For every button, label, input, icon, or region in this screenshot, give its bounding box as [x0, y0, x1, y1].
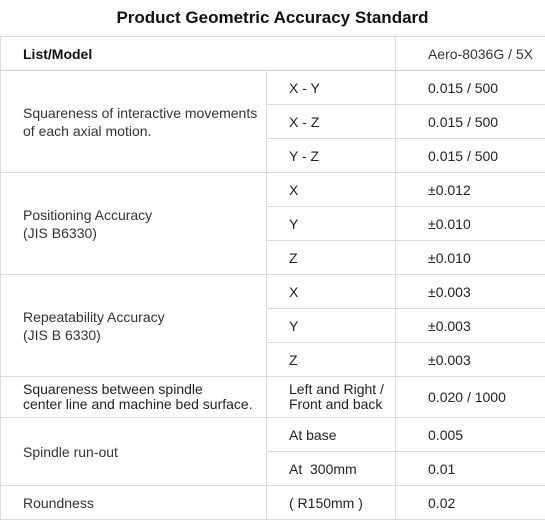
axis-cell: Left and Right / Front and back	[265, 376, 397, 418]
runout-label: Spindle run-out	[0, 417, 267, 486]
axis-cell: X	[265, 172, 397, 207]
squareness-spindle-axis-line1: Left and Right /	[289, 381, 384, 397]
table-row: At 300mm 0.01	[1, 451, 545, 486]
value-cell: ±0.003	[395, 308, 545, 343]
value-cell: ±0.003	[395, 274, 545, 309]
table-row: Y - Z 0.015 / 500	[1, 138, 545, 173]
repeatability-label-line1: Repeatability Accuracy	[23, 308, 165, 325]
model-header: Aero-8036G / 5X	[395, 36, 545, 71]
table-row: Positioning Accuracy (JIS B6330) X ±0.01…	[0, 172, 545, 275]
table-row: Roundness ( R150mm ) 0.02	[0, 485, 545, 520]
positioning-label-line1: Positioning Accuracy	[23, 206, 153, 223]
axis-cell: Y	[265, 308, 397, 343]
value-cell: 0.015 / 500	[395, 138, 545, 173]
table-row: Y ±0.010	[1, 206, 545, 241]
accuracy-table: List/Model Aero-8036G / 5X Squareness of…	[0, 36, 545, 520]
list-model-header: List/Model	[0, 36, 397, 71]
squareness-spindle-label-line1: Squareness between spindle	[23, 381, 203, 397]
repeatability-label-line2: (JIS B 6330)	[23, 326, 101, 343]
value-cell: 0.005	[395, 417, 545, 452]
table-row: Squareness of interactive movements of e…	[0, 70, 545, 173]
table-row: Z ±0.010	[1, 240, 545, 275]
axis-cell: X - Z	[265, 104, 397, 139]
positioning-label-line2: (JIS B6330)	[23, 224, 97, 241]
value-cell: 0.01	[395, 451, 545, 486]
table-row: Repeatability Accuracy (JIS B 6330) X ±0…	[0, 274, 545, 377]
table-header-row: List/Model Aero-8036G / 5X	[0, 36, 545, 71]
squareness-spindle-label: Squareness between spindle center line a…	[0, 376, 267, 418]
squareness-spindle-axis-line2: Front and back	[289, 396, 383, 412]
axis-cell: ( R150mm )	[265, 485, 397, 520]
repeatability-label: Repeatability Accuracy (JIS B 6330)	[0, 274, 267, 377]
squareness-axial-label: Squareness of interactive movements of e…	[0, 70, 267, 173]
axis-cell: Y	[265, 206, 397, 241]
axis-cell: X	[265, 274, 397, 309]
axis-cell: At 300mm	[265, 451, 397, 486]
value-cell: 0.02	[395, 485, 545, 520]
table-row: X - Z 0.015 / 500	[1, 104, 545, 139]
table-row: Y ±0.003	[1, 308, 545, 343]
value-cell: ±0.003	[395, 342, 545, 377]
value-cell: ±0.010	[395, 206, 545, 241]
squareness-spindle-label-line2: center line and machine bed surface.	[23, 396, 253, 412]
value-cell: 0.020 / 1000	[395, 376, 545, 418]
axis-cell: Y - Z	[265, 138, 397, 173]
table-row: Squareness between spindle center line a…	[0, 376, 545, 418]
value-cell: ±0.010	[395, 240, 545, 275]
table-row: Z ±0.003	[1, 342, 545, 377]
axis-cell: At base	[265, 417, 397, 452]
value-cell: ±0.012	[395, 172, 545, 207]
page-title: Product Geometric Accuracy Standard	[116, 8, 429, 27]
positioning-label: Positioning Accuracy (JIS B6330)	[0, 172, 267, 275]
value-cell: 0.015 / 500	[395, 104, 545, 139]
axis-cell: Z	[265, 240, 397, 275]
value-cell: 0.015 / 500	[395, 70, 545, 105]
axis-cell: Z	[265, 342, 397, 377]
roundness-label: Roundness	[0, 485, 267, 520]
table-row: Spindle run-out At base 0.005	[0, 417, 545, 486]
axis-cell: X - Y	[265, 70, 397, 105]
